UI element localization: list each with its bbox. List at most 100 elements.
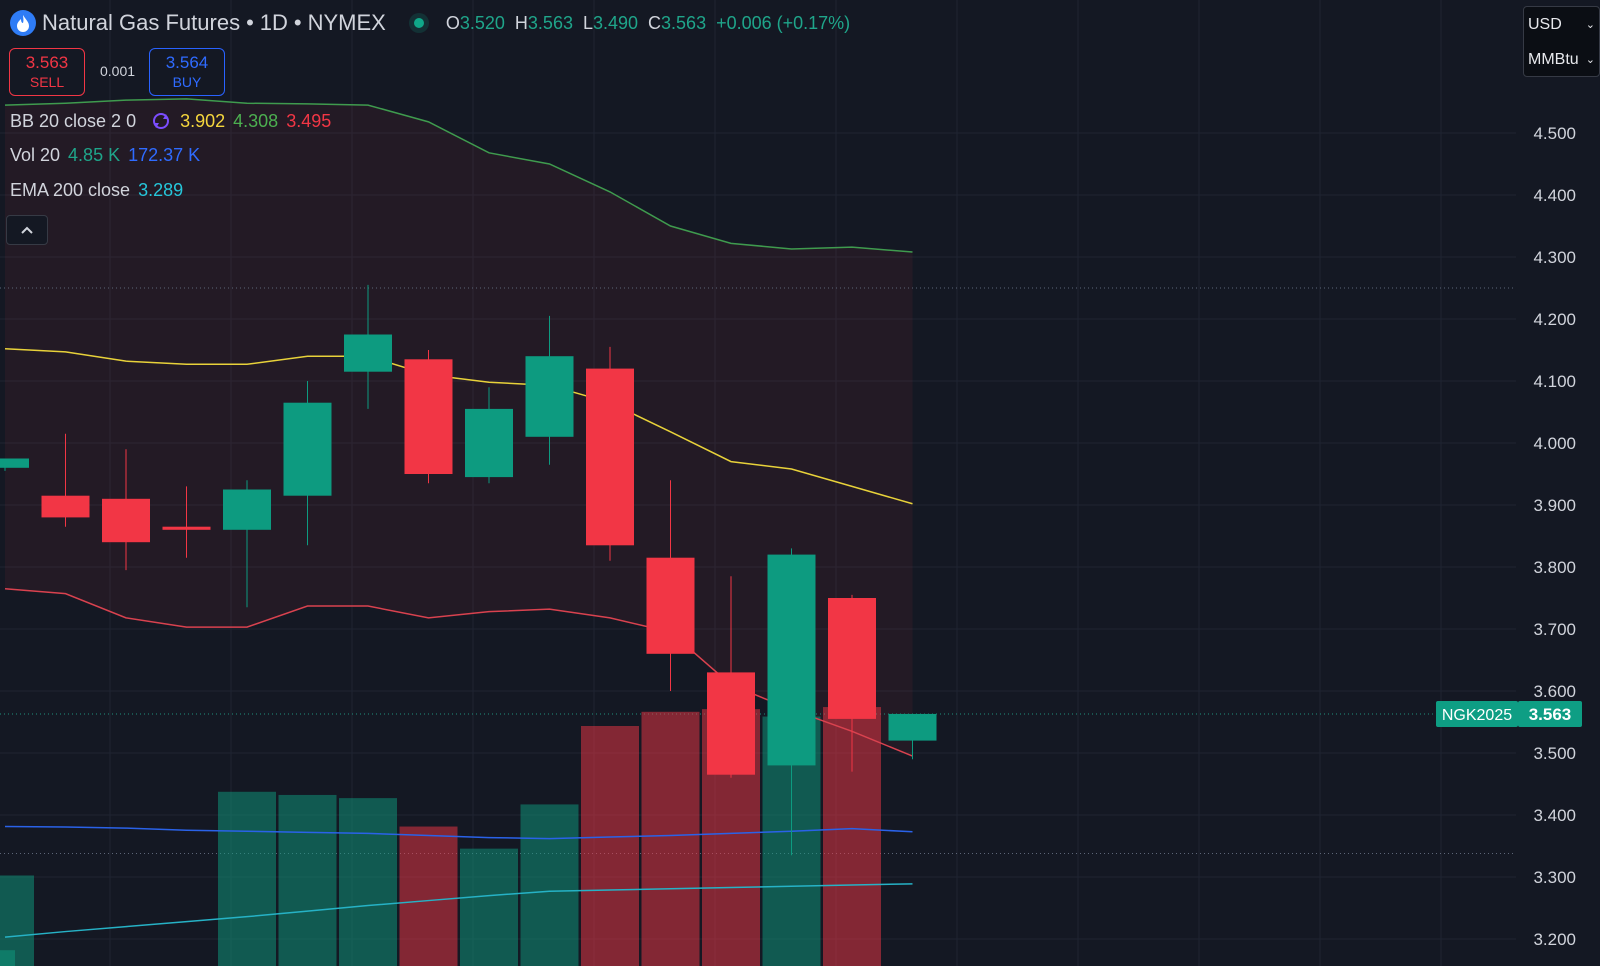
y-tick-label: 4.400	[1533, 186, 1576, 205]
ohlc-open: O3.520	[445, 12, 505, 33]
candle-body	[41, 495, 90, 518]
y-tick-label: 3.500	[1533, 744, 1576, 763]
volume-bar	[460, 848, 518, 966]
candle-body	[646, 557, 695, 654]
candle-body	[888, 713, 937, 741]
candle-body	[707, 672, 755, 775]
market-status-icon	[413, 18, 424, 28]
exchange-label: NYMEX	[307, 10, 386, 35]
y-tick-label: 3.800	[1533, 558, 1576, 577]
bb-basis-line	[4, 348, 913, 505]
candle-body	[465, 408, 513, 478]
y-tick-label: 4.000	[1533, 434, 1576, 453]
unit-selector[interactable]: USD ⌄ MMBtu ⌄	[1523, 6, 1600, 77]
candle	[646, 480, 695, 691]
candle	[102, 449, 150, 571]
bb-upper-value: 4.308	[233, 110, 279, 131]
vol-ma-line	[4, 825, 913, 840]
volume-bar	[641, 711, 700, 966]
bb-lower-line	[4, 587, 913, 757]
ema-label: EMA 200 close	[10, 180, 131, 200]
candle-body	[586, 368, 634, 546]
header-separator: •	[246, 10, 254, 35]
sell-price: 3.563	[25, 53, 69, 72]
candle	[586, 346, 634, 561]
candle-body	[223, 489, 271, 530]
candle	[465, 387, 513, 484]
sell-button[interactable]: 3.563 SELL	[9, 48, 85, 96]
ohlc-low: L3.490	[582, 12, 639, 33]
chevron-down-icon: ⌄	[1585, 19, 1595, 31]
volume-bar	[339, 798, 397, 966]
y-tick-label: 4.300	[1533, 248, 1576, 267]
volume-bar	[399, 826, 458, 966]
unit-dropdown[interactable]: MMBtu ⌄	[1528, 50, 1595, 68]
refresh-icon[interactable]	[150, 110, 172, 132]
candle	[525, 315, 574, 465]
interval-label[interactable]: 1D	[259, 10, 288, 35]
y-tick-label: 4.200	[1533, 310, 1576, 329]
symbol-tag-label: NGK2025	[1442, 707, 1512, 724]
price-tag-label: 3.563	[1529, 705, 1572, 724]
legend-ema[interactable]: EMA 200 close 3.289	[10, 180, 191, 201]
y-tick-label: 4.500	[1533, 124, 1576, 143]
symbol-price-tag	[1436, 700, 1518, 727]
buy-price: 3.564	[165, 53, 209, 72]
candle	[0, 458, 29, 471]
chevron-up-icon	[21, 226, 33, 234]
candle-body	[283, 402, 332, 496]
y-tick-label: 3.200	[1533, 930, 1576, 949]
chevron-down-icon: ⌄	[1585, 54, 1595, 66]
ohlc-close: C3.563	[648, 12, 707, 33]
candle	[404, 350, 453, 484]
candle-body	[767, 554, 816, 766]
volume-bar	[0, 950, 15, 966]
price-tag	[1518, 700, 1582, 727]
header-separator-2: •	[293, 10, 302, 35]
buy-button[interactable]: 3.564 BUY	[149, 48, 225, 96]
candle	[888, 713, 937, 760]
buy-label: BUY	[172, 74, 202, 90]
bb-label: BB 20 close 2 0	[10, 110, 137, 131]
candle-body	[102, 498, 150, 543]
candle	[767, 548, 816, 856]
candle	[223, 480, 271, 608]
candle-body	[162, 526, 211, 530]
candle	[162, 486, 211, 558]
y-tick-label: 4.100	[1533, 372, 1576, 391]
bb-basis-value: 3.902	[180, 110, 226, 131]
volume-bar	[520, 804, 579, 966]
bb-upper-line	[4, 98, 913, 253]
candle-body	[828, 598, 876, 719]
volume-bar	[218, 791, 276, 966]
candle	[707, 576, 755, 778]
symbol-title: Natural Gas Futures	[42, 10, 241, 35]
sell-label: SELL	[29, 74, 65, 90]
candle-body	[0, 458, 29, 468]
ohlc-high: H3.563	[514, 12, 573, 33]
currency-dropdown[interactable]: USD ⌄	[1528, 15, 1595, 33]
volume-bar	[278, 794, 337, 966]
bb-lower-value: 3.495	[286, 110, 332, 131]
vol-ma-value: 4.85 K	[68, 145, 121, 165]
ema-line	[4, 883, 913, 938]
ema-value: 3.289	[138, 180, 184, 200]
symbol-header[interactable]: Natural Gas Futures • 1D • NYMEX O3.520 …	[10, 8, 850, 38]
candle-body	[404, 359, 453, 474]
legend-vol[interactable]: Vol 20 4.85 K 172.37 K	[10, 145, 208, 166]
volume-bar	[581, 726, 639, 966]
vol-value: 172.37 K	[128, 145, 201, 165]
y-tick-label: 3.600	[1533, 682, 1576, 701]
candle	[828, 594, 876, 772]
vol-label: Vol 20	[10, 145, 61, 165]
spread-value: 0.001	[100, 63, 136, 79]
y-tick-label: 3.700	[1533, 620, 1576, 639]
candle-body	[344, 334, 392, 372]
legend-bb[interactable]: BB 20 close 2 0 3.902 4.308 3.495	[10, 110, 339, 132]
flame-icon	[10, 10, 36, 36]
candle	[283, 381, 332, 546]
price-change: +0.006 (+0.17%)	[716, 12, 851, 33]
collapse-legend-button[interactable]	[6, 215, 48, 245]
y-tick-label: 3.900	[1533, 496, 1576, 515]
